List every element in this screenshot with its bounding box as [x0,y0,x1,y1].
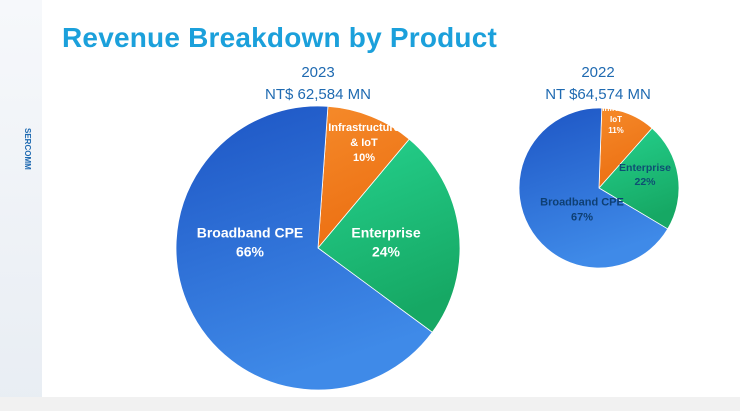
chart-2022-total: NT $64,574 MN [545,86,651,103]
pie-2022-label-2: Broadband CPE 67% [540,197,624,224]
brand-logo-text: SERCOMM [23,128,32,170]
pie-2022-slice-enterprise [598,127,680,230]
pie-2022-label-1: Enterprise 22% [619,162,671,188]
brand-logo: SERCOMM [23,128,32,170]
pie-2023-label-1: Enterprise 24% [351,225,420,260]
chart-2023-total: NT$ 62,584 MN [265,86,371,103]
pie-2023-slice-infrastructure-iot [317,105,410,250]
pie-2023-slice-enterprise [317,138,461,333]
bottom-shade [0,397,740,411]
slide-title: Revenue Breakdown by Product [62,22,498,53]
pie-2022-slice-broadband-cpe [518,107,669,269]
pie-2023-slice-broadband-cpe [175,105,433,391]
chart-2023-year: 2023 [301,64,335,81]
pie-2023-label-0: Infrastructure & IoT 10% [328,122,400,164]
pie-2022-label-0: Infra. & IoT 11% [602,104,630,135]
left-decorative-band [0,0,42,411]
chart-2022-year: 2022 [581,64,615,81]
pie-2023-label-2: Broadband CPE 66% [197,225,304,260]
